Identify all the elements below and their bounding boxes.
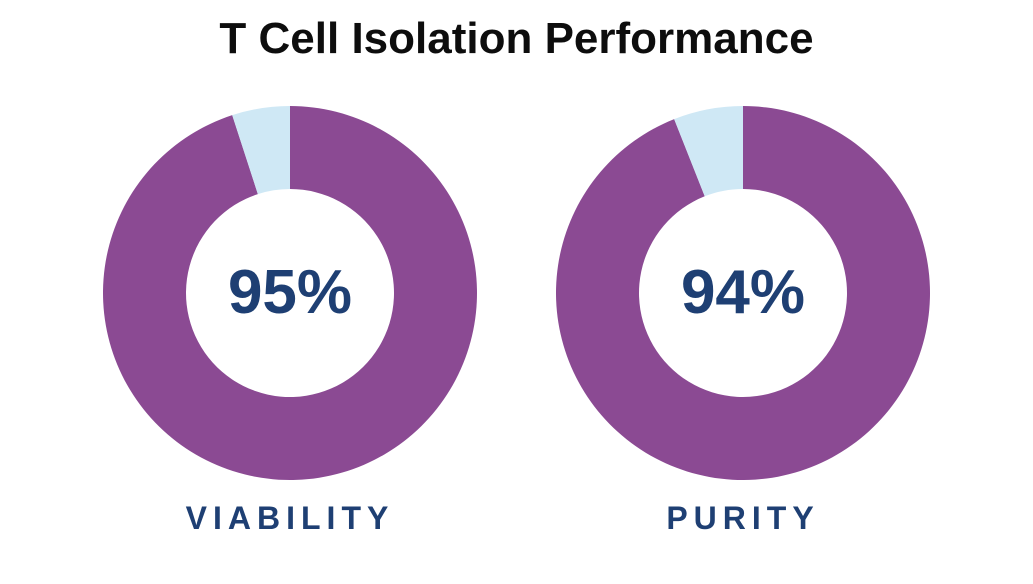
viability-donut-svg xyxy=(103,106,477,480)
purity-value: 94% xyxy=(680,258,806,327)
chart-title: T Cell Isolation Performance xyxy=(219,14,814,63)
purity-label: PURITY xyxy=(666,500,820,536)
viability-label: VIABILITY xyxy=(185,500,395,536)
viability-slice-1 xyxy=(232,106,290,195)
viability-donut-chart: 95% xyxy=(103,106,477,480)
purity-donut-svg xyxy=(556,106,930,480)
purity-donut-chart: 94% xyxy=(556,106,930,480)
viability-value: 95% xyxy=(227,258,353,327)
purity-slice-1 xyxy=(674,106,743,197)
viability-slice-0 xyxy=(103,106,477,480)
purity-slice-0 xyxy=(556,106,930,480)
